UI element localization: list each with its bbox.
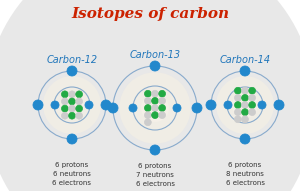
Circle shape: [159, 90, 166, 97]
Circle shape: [249, 109, 256, 116]
Text: Carbon-14: Carbon-14: [219, 55, 271, 65]
Circle shape: [235, 109, 241, 116]
Circle shape: [249, 87, 256, 94]
Circle shape: [152, 90, 158, 97]
Circle shape: [61, 98, 68, 105]
Circle shape: [173, 104, 181, 112]
Circle shape: [159, 97, 166, 104]
Circle shape: [152, 97, 158, 104]
Circle shape: [274, 100, 284, 110]
Circle shape: [141, 94, 169, 122]
Circle shape: [249, 102, 256, 108]
Circle shape: [108, 103, 118, 113]
Text: Isotopes of carbon: Isotopes of carbon: [71, 7, 229, 21]
Circle shape: [55, 10, 245, 191]
Circle shape: [240, 134, 250, 144]
Circle shape: [240, 66, 250, 76]
Circle shape: [76, 112, 82, 119]
Circle shape: [33, 100, 43, 110]
Circle shape: [216, 76, 274, 134]
Circle shape: [43, 76, 101, 134]
Circle shape: [67, 134, 77, 144]
Circle shape: [129, 104, 137, 112]
Text: Carbon-13: Carbon-13: [129, 50, 181, 60]
Circle shape: [150, 61, 160, 71]
Circle shape: [192, 103, 202, 113]
Circle shape: [51, 101, 59, 109]
Circle shape: [61, 112, 68, 119]
Circle shape: [152, 112, 158, 119]
Circle shape: [232, 92, 258, 118]
Circle shape: [242, 109, 248, 116]
Circle shape: [152, 105, 158, 111]
Circle shape: [69, 91, 75, 98]
Circle shape: [235, 87, 241, 94]
Circle shape: [242, 116, 248, 123]
Circle shape: [69, 112, 75, 119]
Circle shape: [76, 91, 82, 98]
Circle shape: [69, 98, 75, 105]
Circle shape: [61, 105, 68, 112]
Text: Carbon-12: Carbon-12: [46, 55, 98, 65]
Circle shape: [159, 112, 166, 119]
Circle shape: [101, 100, 111, 110]
Circle shape: [67, 66, 77, 76]
Circle shape: [242, 95, 248, 101]
Circle shape: [235, 95, 241, 101]
Text: 6 protons
8 neutrons
6 electrons: 6 protons 8 neutrons 6 electrons: [226, 162, 265, 186]
Circle shape: [61, 91, 68, 98]
Circle shape: [76, 98, 82, 105]
Text: 6 protons
7 neutrons
6 electrons: 6 protons 7 neutrons 6 electrons: [136, 163, 175, 187]
Circle shape: [145, 105, 151, 111]
Circle shape: [20, 0, 280, 191]
Circle shape: [235, 102, 241, 108]
Circle shape: [69, 105, 75, 112]
Circle shape: [235, 116, 241, 123]
Circle shape: [145, 112, 151, 119]
Circle shape: [224, 101, 232, 109]
Circle shape: [159, 105, 166, 111]
Circle shape: [150, 145, 160, 155]
Circle shape: [60, 93, 84, 117]
Circle shape: [242, 87, 248, 94]
Text: 6 protons
6 neutrons
6 electrons: 6 protons 6 neutrons 6 electrons: [52, 162, 92, 186]
Circle shape: [206, 100, 216, 110]
Circle shape: [119, 72, 191, 144]
Circle shape: [145, 90, 151, 97]
Circle shape: [85, 101, 93, 109]
Circle shape: [249, 95, 256, 101]
Circle shape: [145, 97, 151, 104]
Circle shape: [258, 101, 266, 109]
Circle shape: [76, 105, 82, 112]
Circle shape: [145, 119, 151, 126]
Circle shape: [242, 102, 248, 108]
